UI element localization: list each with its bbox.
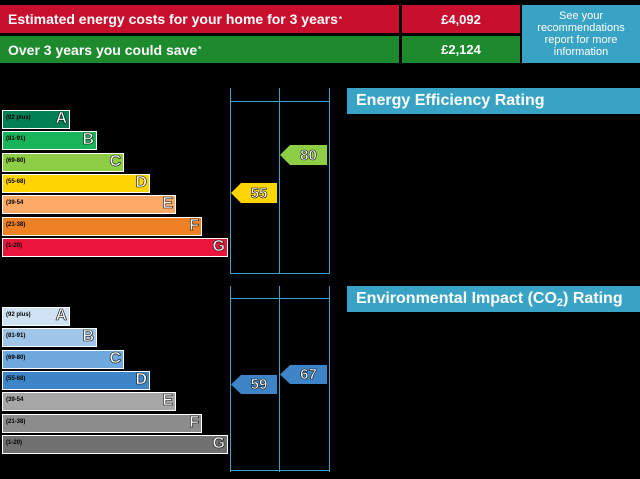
rating-band-d: (55-68) D xyxy=(2,174,150,193)
environment-potential-rating-arrow: 67 xyxy=(280,365,327,384)
environmental-heading-prefix: Environmental Impact (CO xyxy=(356,290,557,307)
rating-band-range: (21-38) xyxy=(6,221,26,228)
rating-band-range: (39-54 xyxy=(6,397,24,404)
environmental-heading-suffix: ) Rating xyxy=(563,290,623,307)
energy-current-column-left-border xyxy=(230,88,231,274)
rating-band-d: (55-68) D xyxy=(2,371,150,390)
rating-band-range: (55-68) xyxy=(6,375,26,382)
savings-value: £2,124 xyxy=(402,36,520,63)
rating-band-e: (39-54 E xyxy=(2,392,176,412)
rating-band-letter: G xyxy=(212,434,225,452)
rating-arrow-polygon xyxy=(280,145,327,165)
energy-cost-label-text: Estimated energy costs for your home for… xyxy=(8,11,338,27)
rating-band-letter: A xyxy=(55,307,67,325)
energy-cost-footnote-marker: * xyxy=(338,14,343,24)
rating-band-letter: E xyxy=(162,392,173,410)
rating-arrow-shape xyxy=(231,183,277,203)
energy-cost-value: £4,092 xyxy=(402,5,520,33)
energy-cost-label: Estimated energy costs for your home for… xyxy=(0,5,399,33)
rating-band-letter: A xyxy=(55,110,67,128)
rating-arrow-value: 59 xyxy=(250,376,268,394)
rating-band-range: (21-38) xyxy=(6,418,26,425)
energy-potential-rating-arrow: 80 xyxy=(280,145,327,165)
rating-band-g: (1-20) G xyxy=(2,237,228,257)
rating-band-a: (92 plus) A xyxy=(2,110,70,129)
rating-band-range: (69-80) xyxy=(6,157,26,164)
rating-band-letter: F xyxy=(189,413,199,431)
energy-potential-column-left-border xyxy=(279,88,280,274)
rating-band-f: (21-38) F xyxy=(2,216,202,236)
rating-band-letter: G xyxy=(212,237,225,255)
environment-potential-column-right-border xyxy=(329,286,330,472)
rating-arrow-polygon xyxy=(280,365,327,384)
rating-band-letter: E xyxy=(162,195,173,213)
rating-band-range: (1-20) xyxy=(6,439,23,446)
environment-bottom-border xyxy=(230,470,330,471)
rating-band-range: (55-68) xyxy=(6,178,26,185)
rating-band-letter: D xyxy=(135,173,147,192)
energy-header-divider xyxy=(230,101,330,102)
rating-band-f: (21-38) F xyxy=(2,413,202,433)
rating-band-c: (69-80) C xyxy=(2,152,124,172)
rating-band-b: (81-91) B xyxy=(2,131,97,151)
rating-band-b: (81-91) B xyxy=(2,328,97,348)
rating-band-letter: C xyxy=(109,349,121,367)
environment-current-column-left-border xyxy=(230,286,231,472)
energy-current-rating-arrow: 55 xyxy=(231,183,277,203)
rating-band-e: (39-54 E xyxy=(2,195,176,215)
savings-label-text: Over 3 years you could save xyxy=(8,41,198,58)
rating-band-range: (81-91) xyxy=(6,136,26,143)
rating-band-range: (81-91) xyxy=(6,333,26,340)
rating-arrow-value: 67 xyxy=(300,366,317,384)
rating-band-letter: F xyxy=(189,216,199,234)
rating-arrow-polygon xyxy=(231,375,277,394)
environment-current-rating-arrow: 59 xyxy=(231,375,277,394)
rating-band-letter: C xyxy=(109,152,121,170)
rating-band-range: (39-54 xyxy=(6,200,24,207)
recommendations-note: See your recommendations report for more… xyxy=(522,5,640,63)
rating-arrow-shape xyxy=(280,365,327,384)
rating-arrow-shape xyxy=(280,145,327,165)
rating-arrow-value: 80 xyxy=(300,146,317,164)
environmental-impact-heading: Environmental Impact (CO2) Rating xyxy=(347,286,640,312)
rating-band-a: (92 plus) A xyxy=(2,307,70,326)
rating-band-letter: B xyxy=(82,131,94,149)
environment-header-divider xyxy=(230,298,330,299)
energy-efficiency-heading: Energy Efficiency Rating xyxy=(347,88,640,114)
rating-arrow-value: 55 xyxy=(250,184,268,202)
rating-band-letter: B xyxy=(82,328,94,346)
savings-footnote-marker: * xyxy=(198,45,202,54)
rating-band-range: (92 plus) xyxy=(6,312,31,318)
rating-band-c: (69-80) C xyxy=(2,349,124,369)
rating-band-range: (69-80) xyxy=(6,354,26,361)
rating-band-range: (92 plus) xyxy=(6,115,31,121)
energy-bottom-border xyxy=(230,273,330,274)
environmental-heading-subscript: 2 xyxy=(556,297,564,309)
rating-band-g: (1-20) G xyxy=(2,434,228,454)
rating-band-letter: D xyxy=(135,370,147,389)
savings-label: Over 3 years you could save * xyxy=(0,36,399,63)
rating-band-range: (1-20) xyxy=(6,242,23,249)
rating-arrow-shape xyxy=(231,375,277,394)
rating-arrow-polygon xyxy=(231,183,277,203)
environment-potential-column-left-border xyxy=(279,286,280,472)
energy-potential-column-right-border xyxy=(329,88,330,274)
